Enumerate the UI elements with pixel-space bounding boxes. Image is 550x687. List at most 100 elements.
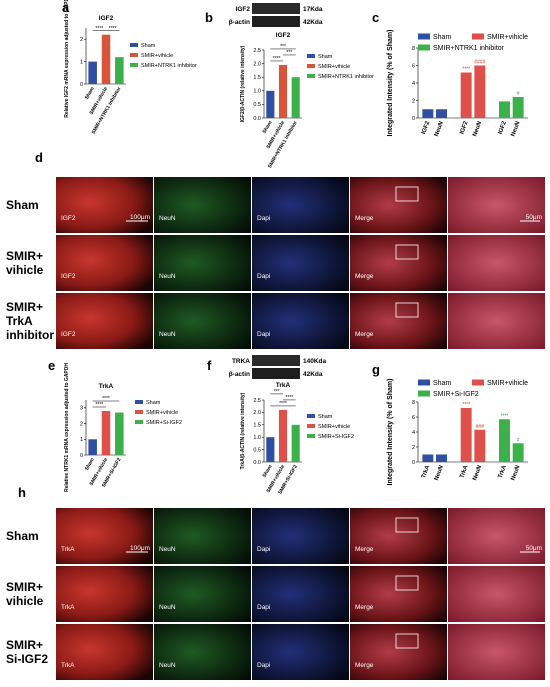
x-tick-label: NeuN <box>434 121 445 138</box>
significance: *** <box>274 389 280 395</box>
row-label: SMIR+ <box>6 249 43 263</box>
x-tick-label: Sham <box>84 86 96 101</box>
legend-swatch <box>472 379 484 386</box>
y-tick-label: 3 <box>80 406 83 412</box>
y-axis-label: Relative NTRK1 mRNA expression adjusted … <box>64 363 70 492</box>
micrograph <box>154 177 251 233</box>
y-tick-label: 1.5 <box>253 75 261 81</box>
blot-label: β-actin <box>229 371 250 378</box>
y-tick-label: 2 <box>412 98 415 104</box>
x-tick-label: NeuN <box>511 121 522 138</box>
channel-label: Dapi <box>257 546 270 553</box>
channel-label: IGF2 <box>61 215 76 222</box>
micrograph <box>56 508 153 564</box>
legend-swatch <box>130 63 138 67</box>
y-tick-label: 8 <box>412 46 415 52</box>
row-label: TrkA <box>6 314 33 328</box>
scale-label: 50μm <box>526 545 542 552</box>
y-tick-label: 0.0 <box>253 460 261 466</box>
legend-swatch <box>418 379 430 386</box>
bar <box>266 437 275 462</box>
micrograph <box>448 235 545 291</box>
panel-letter: h <box>18 485 26 500</box>
significance: **** <box>285 395 293 401</box>
y-tick-label: 2.5 <box>253 48 261 54</box>
y-tick-label: 0 <box>412 460 415 466</box>
legend-swatch <box>135 410 143 414</box>
y-axis-label: Integrated Intensity (% of Sham) <box>387 379 394 486</box>
bar <box>115 412 124 455</box>
y-tick-label: 0.5 <box>253 447 261 453</box>
chart-title: IGF2 <box>276 32 291 39</box>
channel-label: TrkA <box>61 604 75 611</box>
channel-label: NeuN <box>159 331 176 338</box>
bar <box>499 101 510 118</box>
chart-title: IGF2 <box>99 15 114 22</box>
row-label: SMIR+ <box>6 300 43 314</box>
bar <box>436 454 447 462</box>
micrograph <box>350 293 447 349</box>
bar <box>422 454 434 462</box>
channel-label: NeuN <box>159 215 176 222</box>
bar <box>512 97 524 118</box>
legend-swatch <box>130 43 138 47</box>
scale-label: 100μm <box>130 545 150 552</box>
bar <box>88 61 97 84</box>
y-tick-label: 0.5 <box>253 102 261 108</box>
legend-swatch <box>418 33 430 40</box>
panel-letter: c <box>372 10 379 25</box>
x-tick-label: Sham <box>84 457 96 472</box>
channel-label: Dapi <box>257 662 270 669</box>
y-axis-label: Integrated Intensity (% of Sham) <box>387 30 394 137</box>
blot-band <box>252 3 300 14</box>
channel-label: TrkA <box>61 662 75 669</box>
y-tick-label: 2.0 <box>253 410 261 416</box>
x-tick-label: NeuN <box>472 465 483 482</box>
micrograph <box>252 566 349 622</box>
legend-swatch <box>307 54 315 58</box>
legend-swatch <box>307 64 315 68</box>
y-tick-label: 4 <box>412 81 415 87</box>
bar <box>266 90 275 118</box>
y-tick-label: 0 <box>80 453 83 459</box>
y-axis-label: Relative IGF2 mRNA expression adjusted t… <box>64 0 70 118</box>
zoom-box <box>395 575 419 591</box>
legend-swatch <box>307 414 315 418</box>
y-tick-label: 1 <box>80 59 83 65</box>
channel-label: IGF2 <box>61 331 76 338</box>
blot-label: β-actin <box>229 19 250 26</box>
legend-label: SMIR+vihicle <box>487 380 528 387</box>
legend-swatch <box>307 434 315 438</box>
legend-swatch <box>135 420 143 424</box>
micrograph <box>350 566 447 622</box>
micrograph <box>154 508 251 564</box>
zoom-box <box>395 633 419 649</box>
micrograph <box>448 293 545 349</box>
x-tick-label: NeuN <box>472 121 483 138</box>
legend-swatch <box>307 74 315 78</box>
x-tick-label: IGF2 <box>459 120 469 135</box>
x-tick-label: TrkA <box>498 464 508 479</box>
y-tick-label: 6 <box>412 415 415 421</box>
micrograph <box>350 508 447 564</box>
significance: *** <box>286 50 292 56</box>
bar <box>101 34 111 84</box>
micrograph <box>56 624 153 680</box>
blot-label: 42Kda <box>303 19 323 26</box>
bar <box>278 64 288 118</box>
channel-label: Dapi <box>257 215 270 222</box>
significance: #### <box>474 60 485 66</box>
x-tick-label: TrkA <box>421 464 431 479</box>
legend-label: SMIR+vihicle <box>318 64 350 70</box>
channel-label: NeuN <box>159 273 176 280</box>
legend-label: SMIR+NTRK1 inhibitor <box>433 45 505 52</box>
micrograph <box>252 624 349 680</box>
row-label: Sham <box>6 198 39 212</box>
blot-label: IGF2 <box>236 6 251 13</box>
legend-swatch <box>418 44 430 51</box>
bar <box>512 443 524 462</box>
y-tick-label: 1.5 <box>253 423 261 429</box>
y-tick-label: 4 <box>412 430 415 436</box>
channel-label: Merge <box>355 215 374 222</box>
